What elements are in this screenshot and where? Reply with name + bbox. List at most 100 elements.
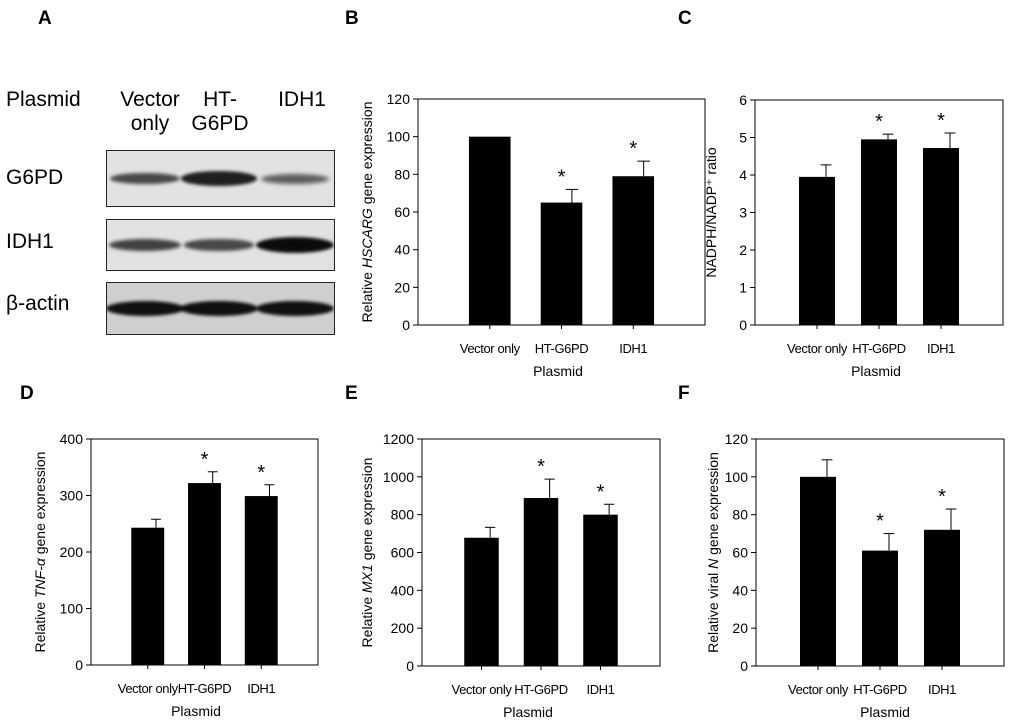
blot-column-line1: Vector xyxy=(120,88,180,111)
chart-f-ytick-label: 120 xyxy=(725,431,749,447)
chart-f-ylabel-part: Relative viral xyxy=(705,569,721,653)
blot-column-line2: G6PD xyxy=(191,112,249,135)
chart-c-ytick-label: 4 xyxy=(739,167,747,183)
chart-b-category-label: HT-G6PD xyxy=(535,341,589,356)
chart-c-category-label: Vector only xyxy=(787,341,848,356)
blot-band xyxy=(180,300,258,317)
chart-f-category-label: IDH1 xyxy=(928,682,956,697)
chart-f-ytick-label: 20 xyxy=(732,620,748,636)
blot-strip-idh1 xyxy=(106,219,335,271)
chart-b-xlabel: Plasmid xyxy=(533,363,583,379)
chart-d-ylabel-part: TNF-α xyxy=(32,557,48,598)
chart-f-ytick-label: 80 xyxy=(732,507,748,523)
chart-d-xlabel: Plasmid xyxy=(171,703,221,719)
chart-d-ytick-label: 100 xyxy=(60,601,84,617)
blot-band xyxy=(109,239,181,251)
blot-band xyxy=(107,300,184,317)
chart-f-ylabel: Relative viral N gene expression xyxy=(705,452,721,653)
chart-e-ylabel-part: MX1 xyxy=(359,564,375,593)
chart-e-significance: * xyxy=(597,481,605,503)
chart-e-category-label: IDH1 xyxy=(586,682,614,697)
chart-e-significance: * xyxy=(537,456,545,478)
blot-band xyxy=(256,237,334,253)
chart-f-ylabel-part: gene expression xyxy=(705,452,721,559)
blot-band xyxy=(183,239,255,251)
chart-f-category-label: Vector only xyxy=(788,682,849,697)
chart-e-category-label: Vector only xyxy=(452,682,513,697)
chart-c-xlabel: Plasmid xyxy=(851,363,901,379)
chart-e-ylabel: Relative MX1 gene expression xyxy=(359,458,375,648)
blot-row-label-g6pd: G6PD xyxy=(6,166,64,189)
chart-f-xlabel: Plasmid xyxy=(860,704,910,720)
chart-c-significance: * xyxy=(875,111,883,133)
chart-e-ytick-label: 200 xyxy=(391,620,415,636)
chart-f-ytick-label: 40 xyxy=(732,582,748,598)
chart-e-ylabel-part: gene expression xyxy=(359,458,375,565)
chart-b-ytick-label: 100 xyxy=(387,129,411,145)
blot-band xyxy=(181,171,257,186)
chart-d-ytick-label: 0 xyxy=(75,657,83,673)
blot-column-line1: HT- xyxy=(203,88,237,111)
blot-column-ht-g6pd: HT- G6PD xyxy=(180,88,260,136)
chart-c-ytick-label: 1 xyxy=(739,280,747,296)
blot-column-line2: only xyxy=(130,112,170,135)
chart-e-bar xyxy=(464,537,499,666)
chart-e-bar xyxy=(523,498,559,666)
chart-f-bar xyxy=(862,550,898,666)
chart-d-ylabel: Relative TNF-α gene expression xyxy=(32,452,48,653)
chart-f-bar xyxy=(924,529,960,666)
chart-e-xlabel: Plasmid xyxy=(503,704,553,720)
chart-b-ytick-label: 20 xyxy=(394,279,410,295)
chart-b-category-label: Vector only xyxy=(460,341,521,356)
chart-d-ytick-label: 200 xyxy=(60,544,84,560)
chart-f-ytick-label: 60 xyxy=(732,545,748,561)
chart-d-bar xyxy=(244,496,278,665)
chart-e-ytick-label: 800 xyxy=(391,507,415,523)
panel-label-f: F xyxy=(678,383,690,404)
chart-b-bar xyxy=(612,176,655,325)
panel-label-a: A xyxy=(38,8,52,29)
chart-f-ytick-label: 0 xyxy=(740,658,748,674)
chart-b-category-label: IDH1 xyxy=(619,341,647,356)
chart-b-ylabel-part: Relative xyxy=(359,268,375,322)
chart-c-bar xyxy=(799,176,835,325)
chart-d-ylabel-part: Relative xyxy=(32,598,48,652)
chart-c-ylabel: NADPH/NADP⁺ ratio xyxy=(703,147,719,278)
chart-c-ytick-label: 0 xyxy=(739,317,747,333)
blot-header-label: Plasmid xyxy=(6,88,81,111)
chart-d-ylabel-part: gene expression xyxy=(32,452,48,559)
chart-c-ytick-label: 5 xyxy=(739,130,747,146)
chart-d-category-label: HT-G6PD xyxy=(178,681,232,696)
chart-e-category-label: HT-G6PD xyxy=(514,682,568,697)
chart-c-ytick-label: 3 xyxy=(739,205,747,221)
chart-e-ytick-label: 1200 xyxy=(383,431,414,447)
chart-f-ylabel-part: N xyxy=(705,558,721,569)
chart-c-bar xyxy=(923,148,959,325)
chart-f-significance: * xyxy=(938,486,946,508)
chart-d-category-label: IDH1 xyxy=(247,681,275,696)
chart-d-bar xyxy=(131,527,165,665)
chart-c-significance: * xyxy=(937,110,945,132)
blot-row-label-beta-actin: β-actin xyxy=(6,292,70,315)
blot-band xyxy=(260,173,330,184)
blot-row-label-idh1: IDH1 xyxy=(6,230,54,253)
blot-column-idh1: IDH1 xyxy=(262,88,342,112)
chart-b-ylabel-part: gene expression xyxy=(359,101,375,208)
blot-band xyxy=(109,172,181,185)
panel-label-d: D xyxy=(20,383,34,404)
chart-d-significance: * xyxy=(201,449,209,471)
blot-strip-beta-actin xyxy=(106,282,335,335)
chart-b-bar xyxy=(540,202,583,325)
chart-b-significance: * xyxy=(558,166,566,188)
chart-c-ytick-label: 2 xyxy=(739,242,747,258)
chart-f-bar xyxy=(800,476,836,666)
chart-c-category-label: IDH1 xyxy=(927,341,955,356)
chart-e-ytick-label: 1000 xyxy=(383,469,414,485)
panel-label-e: E xyxy=(345,383,358,404)
blot-column-vector-only: Vector only xyxy=(105,88,195,136)
chart-e-ylabel-part: Relative xyxy=(359,593,375,647)
chart-d-significance: * xyxy=(257,462,265,484)
chart-f-significance: * xyxy=(876,511,884,533)
chart-e-bar xyxy=(583,514,618,666)
chart-b-bar xyxy=(468,136,511,325)
